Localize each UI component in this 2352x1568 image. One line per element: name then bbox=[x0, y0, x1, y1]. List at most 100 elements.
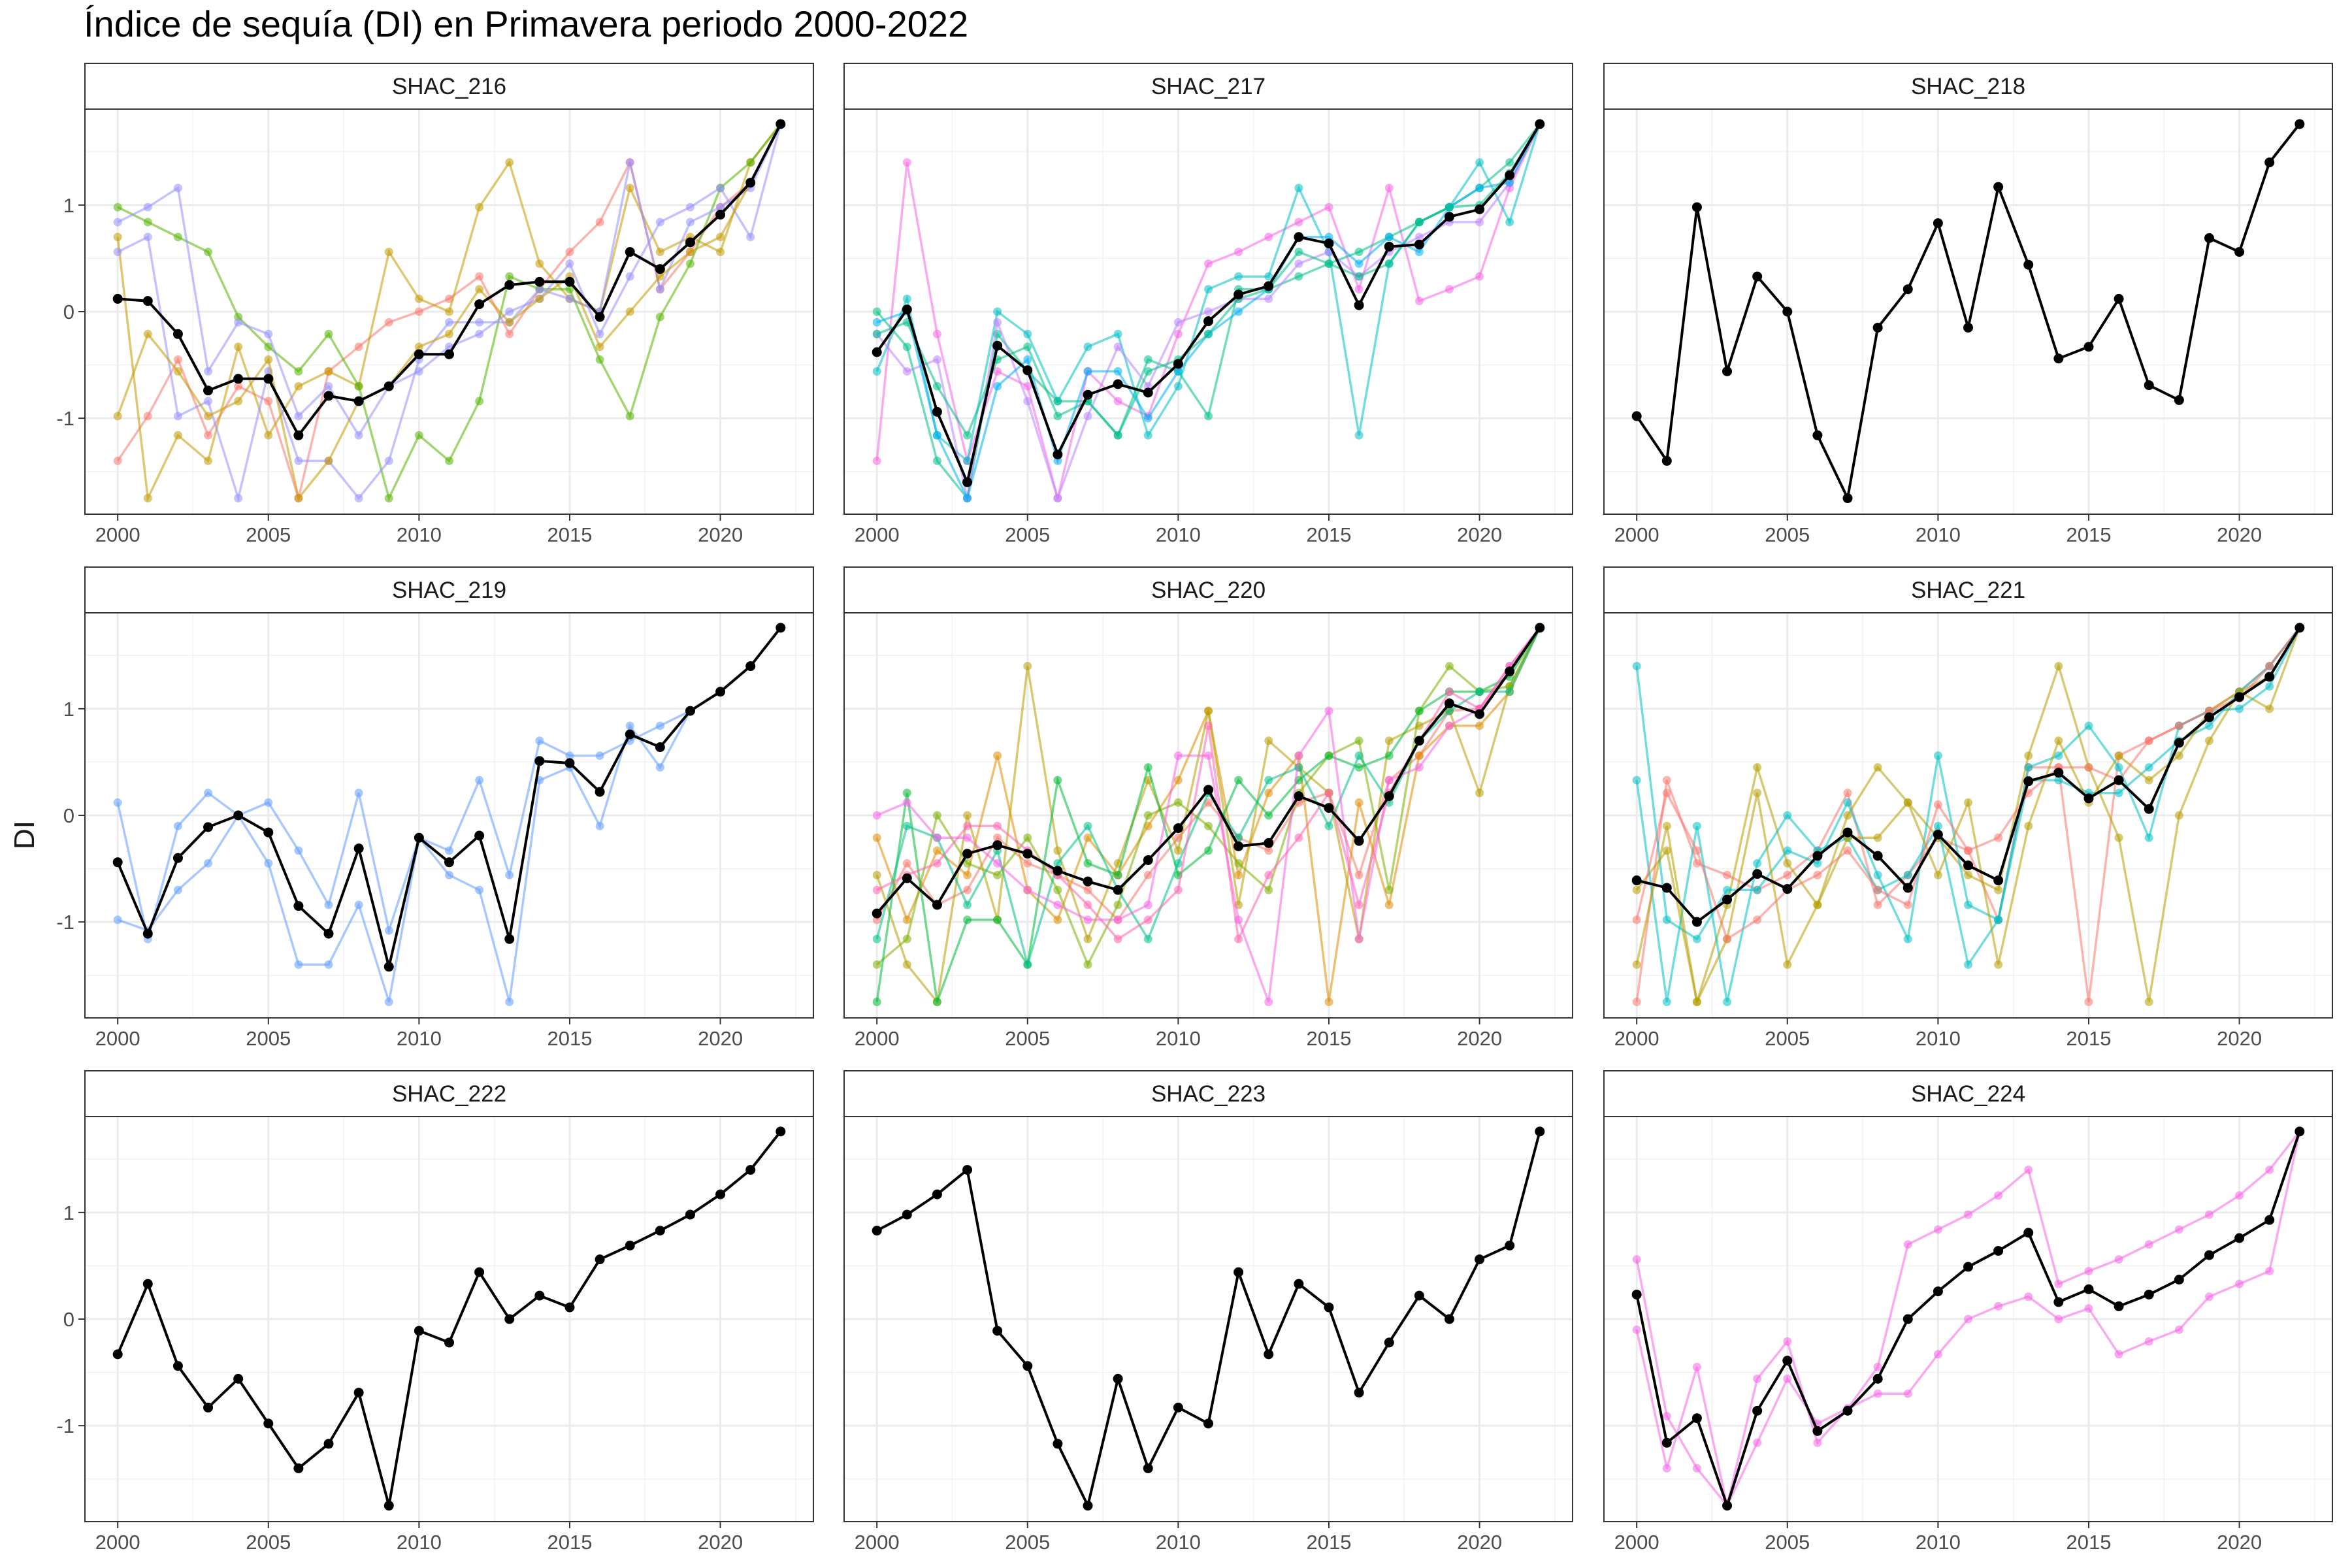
series-point bbox=[2114, 763, 2123, 772]
series-point bbox=[113, 798, 122, 807]
mean-point bbox=[1661, 883, 1672, 893]
series-point bbox=[1933, 1350, 1942, 1359]
series-point bbox=[655, 312, 664, 321]
mean-point bbox=[504, 934, 515, 944]
mean-point bbox=[1384, 791, 1394, 802]
series-point bbox=[625, 412, 634, 421]
series-point bbox=[625, 184, 634, 193]
mean-point bbox=[1993, 1246, 2004, 1256]
panel-border bbox=[843, 1116, 1573, 1522]
series-point bbox=[1632, 1325, 1641, 1334]
series-point bbox=[1113, 367, 1122, 376]
series-point bbox=[113, 412, 122, 421]
mean-point bbox=[2023, 1228, 2034, 1238]
series-point bbox=[2265, 682, 2274, 691]
series-point bbox=[1384, 900, 1394, 909]
series-point bbox=[963, 870, 972, 879]
mean-point bbox=[2295, 119, 2305, 129]
series-point bbox=[1753, 763, 1762, 772]
mean-point bbox=[293, 430, 304, 440]
series-point bbox=[414, 294, 423, 303]
series-point bbox=[1505, 158, 1514, 167]
series-point bbox=[2024, 1292, 2033, 1301]
series-point bbox=[204, 456, 213, 465]
series-point bbox=[1903, 798, 1912, 807]
series-point bbox=[685, 203, 694, 212]
series-point bbox=[2144, 776, 2153, 785]
series-point bbox=[2265, 1267, 2274, 1276]
mean-point bbox=[384, 1501, 394, 1511]
mean-point bbox=[1752, 271, 1763, 282]
mean-point bbox=[1842, 493, 1853, 504]
mean-point bbox=[1143, 855, 1153, 866]
mean-point bbox=[203, 385, 214, 396]
series-point bbox=[1023, 858, 1032, 868]
series-point bbox=[2144, 833, 2153, 842]
series-point bbox=[1143, 811, 1152, 820]
series-point bbox=[1632, 885, 1641, 894]
series-point bbox=[173, 431, 182, 440]
series-point bbox=[1662, 998, 1671, 1007]
x-tick-label: 2000 bbox=[855, 523, 900, 546]
series-point bbox=[902, 367, 911, 376]
series-point bbox=[1414, 751, 1424, 760]
series-point bbox=[2174, 811, 2183, 820]
series-point bbox=[932, 355, 941, 364]
series-point bbox=[2144, 763, 2153, 772]
series-point bbox=[1083, 885, 1092, 894]
mean-point bbox=[1264, 838, 1274, 848]
series-point bbox=[1692, 1362, 1701, 1371]
series-point bbox=[565, 294, 574, 303]
series-point bbox=[1384, 259, 1394, 269]
series-point bbox=[963, 821, 972, 830]
mean-point bbox=[962, 849, 973, 859]
mean-point bbox=[685, 237, 695, 248]
series-point bbox=[1023, 355, 1032, 364]
strip-SHAC_217 bbox=[843, 63, 1573, 110]
series-point bbox=[902, 158, 911, 167]
series-point bbox=[264, 355, 273, 364]
series-point bbox=[475, 329, 484, 338]
series-point bbox=[565, 248, 574, 257]
series-point bbox=[1204, 259, 1213, 269]
x-tick-label: 2005 bbox=[246, 1027, 291, 1050]
mean-point bbox=[992, 840, 1003, 851]
series-point bbox=[445, 329, 453, 338]
mean-point bbox=[1053, 449, 1063, 460]
series-point bbox=[2235, 1191, 2244, 1200]
series-point bbox=[1354, 272, 1364, 281]
series-point bbox=[414, 342, 423, 351]
mean-point bbox=[414, 1326, 424, 1336]
series-point bbox=[1083, 858, 1092, 868]
series-point bbox=[113, 203, 122, 212]
series-point bbox=[475, 285, 484, 294]
mean-point bbox=[1505, 1240, 1515, 1250]
mean-point bbox=[1444, 212, 1454, 222]
series-point bbox=[1173, 367, 1183, 376]
mean-point bbox=[2083, 793, 2094, 804]
series-point bbox=[384, 248, 393, 257]
series-point bbox=[384, 998, 393, 1007]
series-point bbox=[1783, 811, 1792, 820]
series-point bbox=[535, 736, 544, 745]
series-point bbox=[1234, 934, 1243, 943]
mean-point bbox=[474, 1267, 485, 1277]
series-point bbox=[1053, 915, 1062, 924]
strip-SHAC_220 bbox=[843, 566, 1573, 613]
mean-point bbox=[1414, 239, 1424, 250]
mean-point bbox=[595, 312, 605, 322]
series-point bbox=[173, 885, 182, 894]
series-point bbox=[872, 934, 881, 943]
x-tick-label: 2005 bbox=[1765, 1531, 1810, 1554]
mean-point bbox=[263, 374, 274, 384]
series-point bbox=[1354, 798, 1364, 807]
series-point bbox=[872, 960, 881, 969]
series-point bbox=[1023, 397, 1032, 406]
series-point bbox=[234, 318, 243, 327]
series-point bbox=[1053, 776, 1062, 785]
mean-point bbox=[353, 396, 364, 406]
series-point bbox=[1632, 998, 1641, 1007]
series-point bbox=[505, 998, 514, 1007]
series-point bbox=[1264, 294, 1273, 303]
series-point bbox=[475, 203, 484, 212]
